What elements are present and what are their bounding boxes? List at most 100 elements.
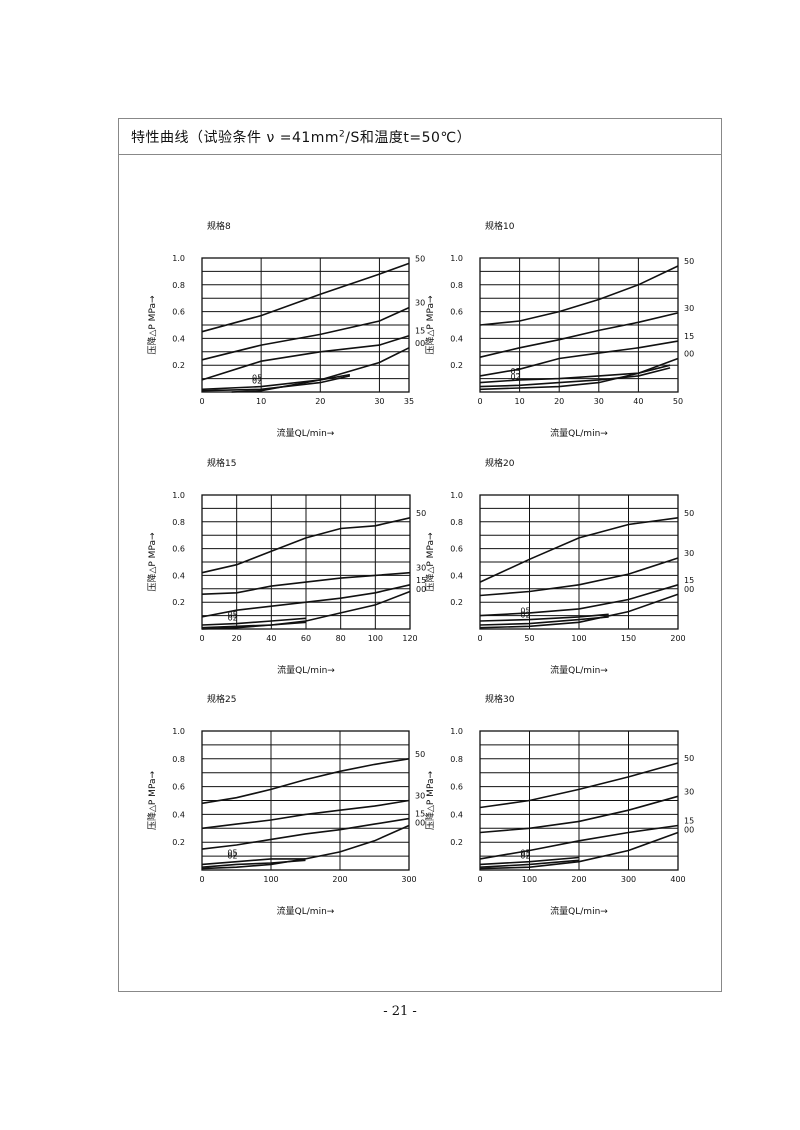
x-tick-label: 100 — [263, 875, 278, 884]
series-line-05 — [479, 613, 609, 622]
x-axis-label: 流量QL/min→ — [277, 905, 335, 917]
series-line-50 — [479, 517, 679, 583]
x-tick-label: 30 — [374, 397, 384, 406]
series-line-02 — [479, 367, 671, 388]
y-tick-label: 1.0 — [172, 727, 185, 736]
series-label-30: 30 — [684, 549, 694, 558]
series-label-02: 02 — [228, 613, 238, 622]
series-label-15: 15 — [684, 576, 694, 585]
series-line-00 — [479, 831, 679, 870]
series-line-30 — [479, 795, 679, 834]
chart-6: 0.2 0.4 0.6 0.8 1.0 0 100 200 300 400 规格30 压降△P MPa… — [424, 693, 694, 917]
series-line-15 — [201, 334, 410, 381]
series-line-30 — [479, 557, 679, 597]
y-tick-label: 0.2 — [450, 361, 463, 370]
series-line-05 — [201, 858, 306, 866]
series-label-50: 50 — [415, 254, 425, 263]
series-label-02: 02 — [520, 851, 530, 860]
series-label-15: 15 — [416, 576, 426, 585]
x-tick-label: 10 — [515, 397, 525, 406]
spec-label: 规格10 — [485, 220, 515, 232]
series-label-05: 05 — [511, 367, 521, 376]
x-tick-label: 300 — [401, 875, 416, 884]
series-label-02: 02 — [252, 376, 262, 385]
x-axis-label: 流量QL/min→ — [277, 664, 335, 676]
series-line-30 — [201, 306, 410, 361]
x-tick-label: 20 — [554, 397, 564, 406]
series-label-30: 30 — [415, 792, 425, 801]
y-axis-label: 压降△P MPa→ — [146, 532, 158, 592]
y-tick-label: 0.6 — [172, 783, 185, 792]
series-label-05: 05 — [228, 611, 238, 620]
y-tick-label: 1.0 — [172, 254, 185, 263]
series-line-02 — [201, 375, 351, 392]
y-tick-label: 1.0 — [450, 727, 463, 736]
series-line-50 — [479, 762, 679, 809]
series-label-02: 02 — [520, 611, 530, 620]
x-tick-label: 40 — [266, 634, 276, 643]
series-line-50 — [479, 265, 679, 326]
series-label-50: 50 — [684, 257, 694, 266]
x-tick-label: 40 — [633, 397, 643, 406]
series-line-02 — [479, 859, 580, 868]
series-line-30 — [201, 799, 410, 830]
x-axis-label: 流量QL/min→ — [550, 664, 608, 676]
series-line-02 — [201, 621, 307, 629]
series-label-00: 00 — [416, 585, 426, 594]
series-label-30: 30 — [684, 304, 694, 313]
x-tick-label: 0 — [477, 875, 482, 884]
series-label-30: 30 — [415, 299, 425, 308]
series-label-05: 05 — [252, 374, 262, 383]
chart-2: 0.2 0.4 0.6 0.8 1.0 0 10 20 30 40 50 规格10 压降△P MPa→ 流… — [424, 220, 694, 439]
panel-title: 特性曲线（试验条件 ν =41mm2/S和温度t=50℃） — [131, 127, 471, 147]
series-label-02: 02 — [511, 372, 521, 381]
x-tick-label: 0 — [199, 875, 204, 884]
panel-header: 特性曲线（试验条件 ν =41mm2/S和温度t=50℃） — [119, 119, 721, 155]
y-tick-label: 0.2 — [172, 361, 185, 370]
y-tick-label: 1.0 — [172, 491, 185, 500]
y-tick-label: 0.4 — [172, 334, 185, 343]
series-label-00: 00 — [684, 585, 694, 594]
series-line-15 — [479, 824, 679, 860]
y-tick-label: 0.8 — [172, 755, 185, 764]
x-axis-label: 流量QL/min→ — [550, 905, 608, 917]
y-tick-label: 0.6 — [450, 308, 463, 317]
series-label-02: 02 — [227, 851, 237, 860]
series-label-50: 50 — [684, 754, 694, 763]
series-line-30 — [479, 312, 679, 358]
series-line-50 — [201, 517, 411, 574]
y-tick-label: 0.2 — [172, 598, 185, 607]
x-axis-label: 流量QL/min→ — [550, 427, 608, 439]
x-tick-label: 10 — [256, 397, 266, 406]
y-tick-label: 0.8 — [172, 518, 185, 527]
y-axis-label: 压降△P MPa→ — [424, 532, 436, 592]
series-label-15: 15 — [415, 810, 425, 819]
series-line-50 — [201, 262, 410, 333]
y-tick-label: 0.6 — [172, 308, 185, 317]
series-line-15 — [201, 584, 411, 618]
series-label-00: 00 — [684, 350, 694, 359]
y-tick-label: 0.4 — [450, 571, 463, 580]
series-line-00 — [201, 590, 411, 630]
y-axis-label: 压降△P MPa→ — [424, 771, 436, 831]
x-tick-label: 50 — [673, 397, 683, 406]
x-tick-label: 100 — [368, 634, 383, 643]
title-superscript: 2 — [339, 129, 346, 140]
series-label-15: 15 — [684, 817, 694, 826]
series-label-50: 50 — [415, 750, 425, 759]
x-tick-label: 35 — [404, 397, 414, 406]
x-tick-label: 100 — [571, 634, 586, 643]
x-tick-label: 150 — [621, 634, 636, 643]
x-tick-label: 100 — [522, 875, 537, 884]
series-line-02 — [201, 859, 306, 868]
series-line-05 — [201, 617, 307, 626]
series-line-15 — [479, 340, 679, 377]
series-label-15: 15 — [415, 327, 425, 336]
page-number: - 21 - — [383, 1004, 417, 1019]
y-tick-label: 0.4 — [450, 810, 463, 819]
series-label-50: 50 — [416, 509, 426, 518]
series-line-15 — [479, 584, 679, 617]
x-tick-label: 20 — [315, 397, 325, 406]
